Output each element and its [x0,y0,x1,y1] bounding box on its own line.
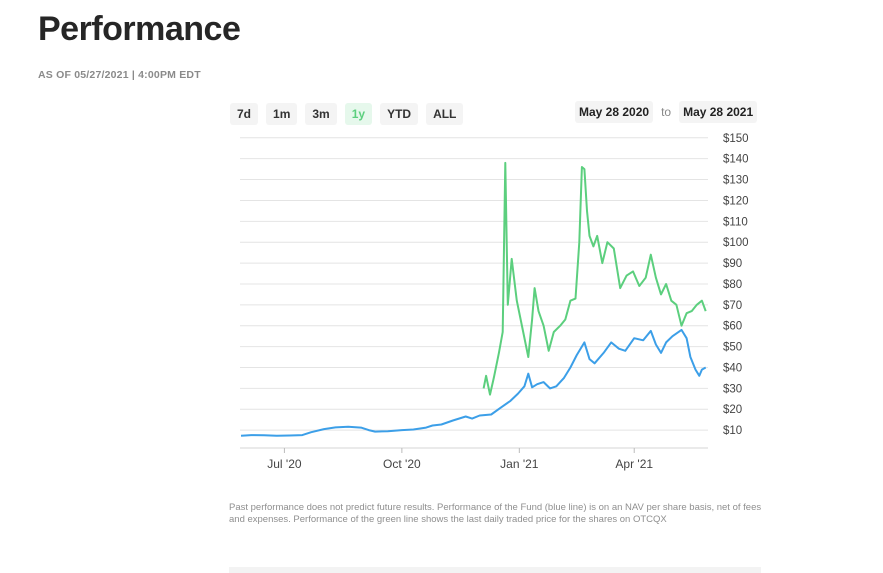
y-tick-label: $140 [723,154,749,166]
y-tick-label: $120 [723,195,749,207]
range-selector: 7d 1m 3m 1y YTD ALL [230,103,464,125]
range-button-1y[interactable]: 1y [344,103,373,125]
x-tick-label: Apr '21 [615,457,653,471]
disclaimer-text: Past performance does not predict future… [229,502,762,525]
y-tick-label: $60 [723,321,742,333]
gridlines [240,137,708,449]
page-title: Performance [38,10,241,48]
as-of-timestamp: AS OF 05/27/2021 | 4:00PM EDT [38,69,201,81]
range-button-ytd[interactable]: YTD [380,103,419,125]
x-tick-label: Jul '20 [267,457,302,471]
range-button-1m[interactable]: 1m [266,103,298,125]
y-tick-label: $40 [723,362,742,374]
date-to-field[interactable]: May 28 2021 [679,101,758,123]
series-line-1 [482,161,707,396]
range-button-7d[interactable]: 7d [230,103,259,125]
date-from-field[interactable]: May 28 2020 [575,101,654,123]
y-tick-label: $30 [723,383,742,395]
y-tick-label: $70 [723,300,742,312]
y-tick-label: $80 [723,279,742,291]
x-axis-ticks: Jul '20 Oct '20 Jan '21 Apr '21 [267,448,653,471]
range-button-all[interactable]: ALL [426,103,464,125]
y-tick-label: $150 [723,133,749,145]
y-tick-label: $90 [723,258,742,270]
series-line-0 [240,328,707,437]
range-button-3m[interactable]: 3m [305,103,337,125]
y-tick-label: $130 [723,175,749,187]
y-tick-label: $50 [723,342,742,354]
y-axis-labels: $10 $20 $30 $40 $50 $60 $70 $80 $90 $100 $110 $120 $… [723,133,749,437]
date-separator: to [661,105,672,119]
y-tick-label: $20 [723,404,742,416]
x-tick-label: Oct '20 [383,457,421,471]
y-tick-label: $10 [723,425,742,437]
x-tick-label: Jan '21 [500,457,539,471]
date-range-picker: May 28 2020 to May 28 2021 [575,101,758,123]
bottom-divider [229,567,761,573]
y-tick-label: $100 [723,237,749,249]
series-lines [240,161,707,437]
y-tick-label: $110 [723,216,748,228]
